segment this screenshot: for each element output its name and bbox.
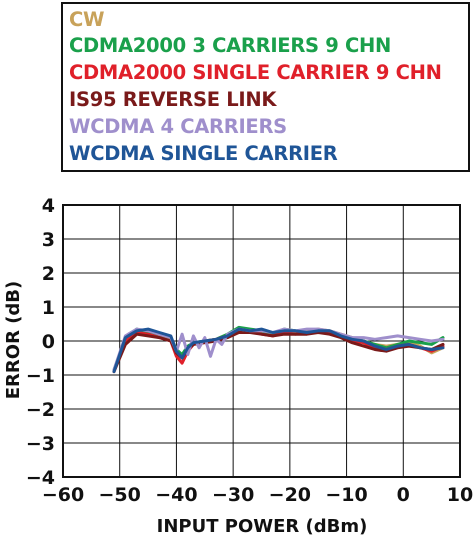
x-tick-label: −60 xyxy=(42,484,84,506)
x-tick-labels: −60 −50 −40 −30 −20 −10 0 10 xyxy=(42,484,473,506)
y-tick-label: −1 xyxy=(26,365,55,387)
y-axis-title: ERROR (dB) xyxy=(3,281,24,400)
y-tick-label: 2 xyxy=(42,263,55,285)
x-tick-label: −40 xyxy=(155,484,197,506)
x-axis-title: INPUT POWER (dBm) xyxy=(157,516,368,537)
y-tick-label: 0 xyxy=(42,331,55,353)
x-tick-label: −50 xyxy=(99,484,141,506)
x-tick-label: 0 xyxy=(397,484,410,506)
x-tick-label: −10 xyxy=(325,484,367,506)
y-tick-label: 4 xyxy=(42,195,55,217)
y-tick-label: 1 xyxy=(42,297,55,319)
series-line-3 xyxy=(112,331,445,374)
legend-entry-cdma2000-3-carriers: CDMA2000 3 CARRIERS 9 CHN xyxy=(69,34,392,57)
y-tick-label: 3 xyxy=(42,229,55,251)
y-tick-label: −4 xyxy=(26,467,55,489)
plot-frame xyxy=(62,204,461,478)
legend-entry-is95-reverse-link: IS95 REVERSE LINK xyxy=(69,88,277,111)
y-tick-label: −2 xyxy=(26,399,55,421)
legend-entry-cdma2000-single-carrier: CDMA2000 SINGLE CARRIER 9 CHN xyxy=(69,61,442,84)
x-tick-label: 10 xyxy=(447,484,473,506)
legend-entry-cw: CW xyxy=(69,8,105,31)
series-line-5 xyxy=(112,327,445,374)
x-tick-label: −20 xyxy=(269,484,311,506)
x-tick-label: −30 xyxy=(212,484,254,506)
legend-entry-wcdma-single-carrier: WCDMA SINGLE CARRIER xyxy=(69,142,338,165)
series-lines xyxy=(112,325,445,374)
legend: CW CDMA2000 3 CARRIERS 9 CHN CDMA2000 SI… xyxy=(61,2,470,172)
y-tick-labels: −4 −3 −2 −1 0 1 2 3 4 xyxy=(26,195,55,489)
legend-entry-wcdma-4-carriers: WCDMA 4 CARRIERS xyxy=(69,115,287,138)
y-tick-label: −3 xyxy=(26,433,55,455)
